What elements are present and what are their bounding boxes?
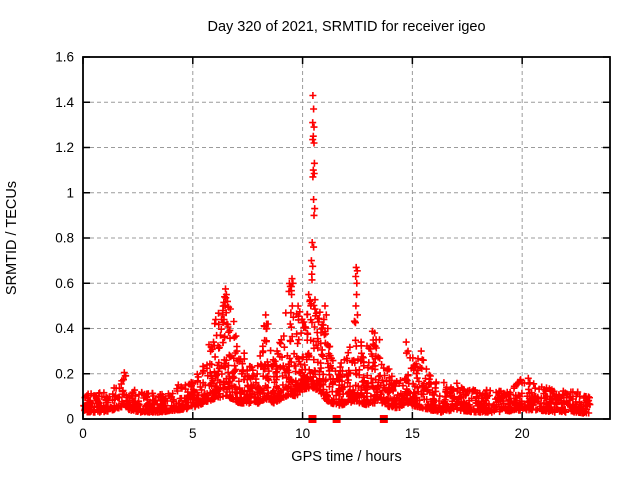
x-axis-label: GPS time / hours bbox=[291, 449, 401, 465]
x-tick-label: 5 bbox=[189, 426, 197, 441]
y-tick-label: 1.2 bbox=[55, 140, 74, 155]
y-tick-label: 0.6 bbox=[55, 276, 74, 291]
y-tick-label: 0.4 bbox=[55, 321, 74, 336]
x-tick-label: 0 bbox=[79, 426, 87, 441]
x-tick-label: 20 bbox=[515, 426, 530, 441]
x-tick-label: 10 bbox=[295, 426, 310, 441]
data-points-layer bbox=[80, 92, 594, 417]
tick-marks bbox=[82, 56, 610, 420]
y-tick-label: 0.2 bbox=[55, 366, 74, 381]
chart-title: Day 320 of 2021, SRMTID for receiver ige… bbox=[207, 19, 485, 35]
y-tick-label: 1.6 bbox=[55, 50, 74, 65]
grid-lines bbox=[83, 56, 610, 419]
y-tick-label: 1.4 bbox=[55, 95, 74, 110]
y-tick-labels: 0 0.2 0.4 0.6 0.8 1 1.2 1.4 1.6 bbox=[55, 50, 74, 427]
x-tick-labels: 0 5 10 15 20 bbox=[79, 426, 529, 441]
y-axis-label: SRMTID / TECUs bbox=[4, 181, 20, 295]
y-tick-label: 1 bbox=[66, 185, 74, 200]
scatter-plus-markers bbox=[80, 92, 594, 417]
x-tick-label: 15 bbox=[405, 426, 420, 441]
y-tick-label: 0.8 bbox=[55, 231, 74, 246]
y-tick-label: 0 bbox=[66, 412, 74, 427]
